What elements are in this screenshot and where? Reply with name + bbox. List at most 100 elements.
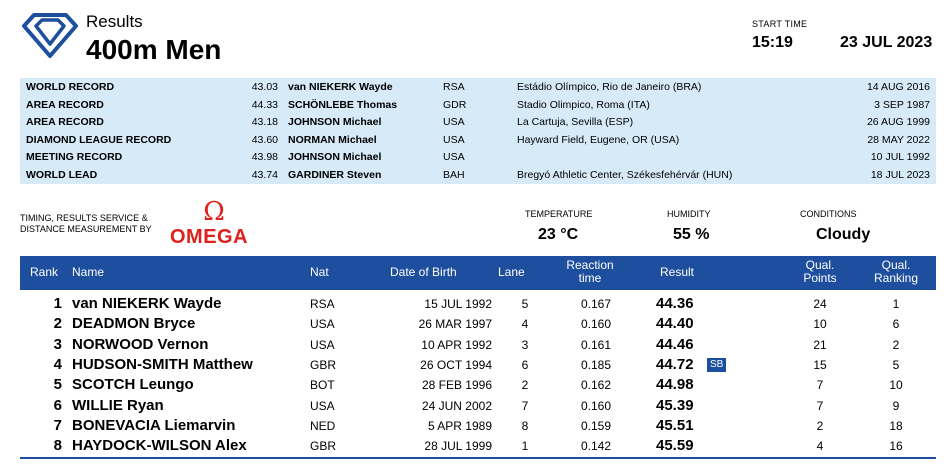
dob-cell: 24 JUN 2002 (421, 398, 492, 413)
record-type: DIAMOND LEAGUE RECORD (26, 133, 172, 146)
points-cell: 7 (816, 378, 824, 393)
event-date: 23 JUL 2023 (840, 34, 933, 51)
lane-cell: 6 (521, 357, 529, 372)
lane-cell: 7 (521, 398, 529, 413)
reaction-cell: 0.162 (580, 378, 612, 393)
record-type: AREA RECORD (26, 98, 104, 111)
nat-cell: GBR (310, 357, 337, 372)
dob-cell: 28 JUL 1999 (424, 439, 492, 454)
start-time-label: START TIME (752, 19, 808, 29)
header-points-line: Qual. (805, 258, 835, 272)
points-cell: 2 (816, 418, 824, 433)
header-reaction: Reaction time (550, 259, 630, 285)
dob-cell: 15 JUL 1992 (424, 297, 492, 311)
qual-rank-cell: 9 (892, 398, 900, 413)
reaction-cell: 0.142 (580, 439, 612, 454)
table-row: 6 WILLIE Ryan USA 24 JUN 2002 7 0.160 45… (20, 396, 936, 416)
dob-cell: 26 OCT 1994 (420, 357, 492, 372)
humidity-value: 55 % (673, 226, 710, 243)
result-cell: 45.39 (656, 396, 694, 414)
reaction-cell: 0.160 (580, 317, 612, 332)
rank-cell: 4 (53, 355, 62, 373)
record-nat: USA (443, 151, 465, 164)
record-venue: Estádio Olímpico, Rio de Janeiro (BRA) (517, 81, 702, 93)
record-mark: 43.74 (251, 169, 278, 181)
qual-rank-cell: 10 (889, 378, 903, 393)
table-row: 2 DEADMON Bryce USA 26 MAR 1997 4 0.160 … (20, 314, 936, 334)
page-title: 400m Men (86, 34, 222, 65)
result-cell: 44.36 (656, 295, 694, 312)
conditions-label: CONDITIONS (800, 209, 857, 219)
records-panel: WORLD RECORD 43.03 van NIEKERK Wayde RSA… (20, 78, 936, 184)
athlete-name: HAYDOCK-WILSON Alex (72, 437, 247, 455)
bottom-divider (20, 457, 936, 459)
record-holder: SCHÖNLEBE Thomas (288, 98, 398, 111)
timing-credit: TIMING, RESULTS SERVICE & DISTANCE MEASU… (20, 213, 152, 235)
record-venue: Bregyó Athletic Center, Székesfehérvár (… (517, 169, 733, 181)
timing-credit-line: DISTANCE MEASUREMENT BY (20, 224, 152, 234)
record-nat: USA (443, 133, 465, 146)
record-type: MEETING RECORD (26, 151, 123, 164)
humidity-label: HUMIDITY (667, 209, 711, 219)
record-venue: Stadio Olimpico, Roma (ITA) (517, 98, 650, 111)
record-holder: GARDINER Steven (288, 169, 382, 181)
dob-cell: 5 APR 1989 (427, 418, 492, 433)
record-mark: 43.03 (251, 81, 278, 93)
nat-cell: USA (310, 337, 335, 352)
athlete-name: WILLIE Ryan (72, 396, 164, 414)
qual-rank-cell: 16 (889, 439, 903, 454)
reaction-cell: 0.160 (580, 398, 612, 413)
lane-cell: 4 (521, 317, 529, 332)
lane-cell: 1 (521, 439, 529, 454)
header-reaction-line: Reaction (566, 258, 614, 272)
header-lane: Lane (498, 265, 525, 279)
header-points-line: Points (803, 271, 837, 285)
record-date: 26 AUG 1999 (866, 116, 930, 129)
record-row: DIAMOND LEAGUE RECORD 43.60 NORMAN Micha… (20, 132, 936, 150)
record-nat: BAH (443, 169, 465, 181)
record-row: WORLD RECORD 43.03 van NIEKERK Wayde RSA… (20, 79, 936, 97)
record-type: AREA RECORD (26, 116, 104, 129)
nat-cell: GBR (310, 439, 337, 454)
qual-rank-cell: 5 (892, 357, 900, 372)
table-row: 5 SCOTCH Leungo BOT 28 FEB 1996 2 0.162 … (20, 375, 936, 395)
header-result: Result (660, 265, 695, 279)
rank-cell: 5 (53, 376, 62, 394)
record-mark: 44.33 (251, 98, 278, 111)
record-date: 3 SEP 1987 (874, 98, 930, 111)
lane-cell: 2 (521, 378, 529, 393)
record-nat: RSA (443, 81, 465, 93)
result-cell: 45.51 (656, 416, 694, 434)
record-venue: Hayward Field, Eugene, OR (USA) (517, 133, 680, 146)
athlete-name: BONEVACIA Liemarvin (72, 416, 236, 434)
reaction-cell: 0.159 (580, 418, 612, 433)
rank-cell: 1 (53, 295, 62, 312)
lane-cell: 8 (521, 418, 529, 433)
qual-rank-cell: 18 (889, 418, 903, 433)
rank-cell: 2 (53, 315, 62, 333)
table-row: 3 NORWOOD Vernon USA 10 APR 1992 3 0.161… (20, 335, 936, 355)
points-cell: 4 (816, 439, 824, 454)
nat-cell: BOT (310, 378, 335, 393)
temperature-value: 23 °C (538, 226, 579, 243)
omega-logo-icon: Ω (203, 197, 225, 227)
record-holder: JOHNSON Michael (288, 116, 382, 129)
table-row: 4 HUDSON-SMITH Matthew GBR 26 OCT 1994 6… (20, 355, 936, 375)
record-row: MEETING RECORD 43.98 JOHNSON Michael USA… (20, 149, 936, 167)
nat-cell: RSA (310, 297, 335, 311)
header-qrank-line: Ranking (873, 271, 919, 285)
season-best-badge: SB (707, 357, 727, 372)
header-qrank-line: Qual. (881, 258, 911, 272)
record-holder: JOHNSON Michael (288, 151, 382, 164)
nat-cell: USA (310, 317, 335, 332)
athlete-name: NORWOOD Vernon (72, 335, 209, 353)
start-time: 15:19 (752, 34, 793, 51)
record-nat: GDR (443, 98, 467, 111)
header-rank: Rank (30, 265, 59, 279)
result-cell: 44.46 (656, 335, 694, 353)
record-date: 14 AUG 2016 (866, 81, 930, 93)
dob-cell: 28 FEB 1996 (421, 378, 492, 393)
conditions-value: Cloudy (816, 226, 871, 243)
table-row: 1 van NIEKERK Wayde RSA 15 JUL 1992 5 0.… (20, 294, 936, 314)
record-holder: NORMAN Michael (288, 133, 377, 146)
